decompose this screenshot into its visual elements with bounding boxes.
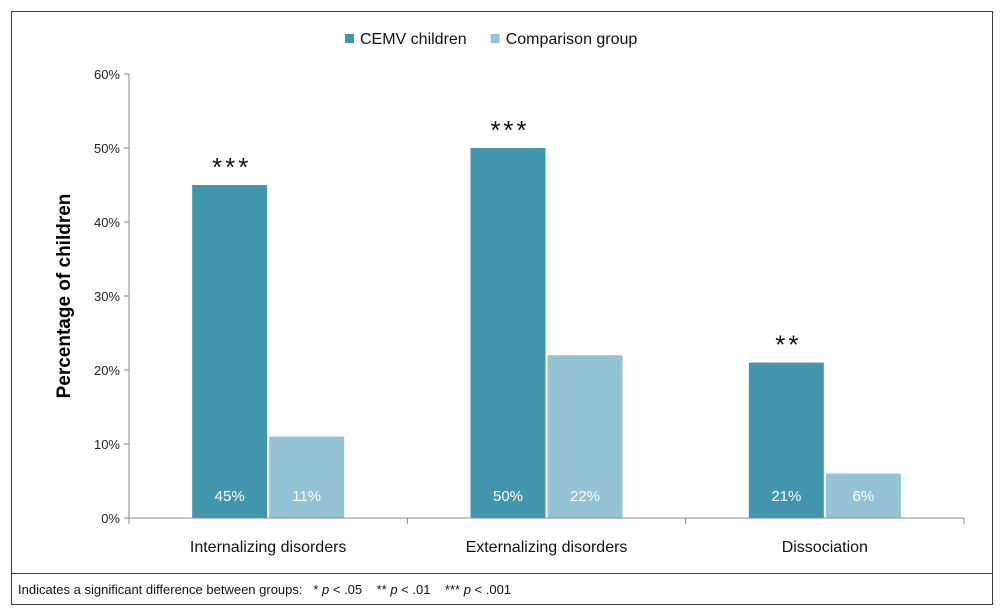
bar-value-label: 22% [570, 488, 600, 505]
legend-swatch [490, 34, 500, 43]
x-category-label: Dissociation [782, 539, 868, 556]
bar [470, 148, 546, 518]
x-category-label: Externalizing disorders [466, 539, 628, 556]
y-tick-label: 40% [94, 215, 120, 230]
bar-value-label: 45% [215, 488, 245, 505]
y-tick-label: 20% [94, 363, 120, 378]
bar [748, 362, 824, 518]
significance-footnote: Indicates a significant difference betwe… [18, 582, 512, 597]
bar [192, 185, 268, 518]
legend-label: Comparison group [506, 31, 638, 48]
significance-stars: *** [212, 152, 251, 182]
p-symbol: p [322, 582, 330, 597]
y-tick-label: 60% [94, 67, 120, 82]
bar [547, 355, 623, 518]
y-tick-label: 10% [94, 437, 120, 452]
bar-value-label: 21% [771, 488, 801, 505]
significance-stars: *** [490, 115, 529, 145]
significance-stars: ** [775, 330, 801, 360]
bar-value-label: 6% [852, 488, 874, 505]
bar [269, 436, 345, 518]
legend-swatch [345, 34, 354, 43]
y-tick-label: 50% [94, 141, 120, 156]
bar-value-label: 50% [493, 488, 523, 505]
y-axis-label: Percentage of children [54, 194, 75, 399]
p-symbol: p [390, 582, 398, 597]
p-symbol: p [463, 582, 471, 597]
y-tick-label: 0% [101, 511, 120, 526]
x-category-label: Internalizing disorders [190, 539, 347, 556]
bar-value-label: 11% [292, 488, 321, 505]
legend-label: CEMV children [360, 31, 467, 48]
bar [825, 473, 901, 518]
footer-divider [11, 573, 993, 574]
y-tick-label: 30% [94, 289, 120, 304]
